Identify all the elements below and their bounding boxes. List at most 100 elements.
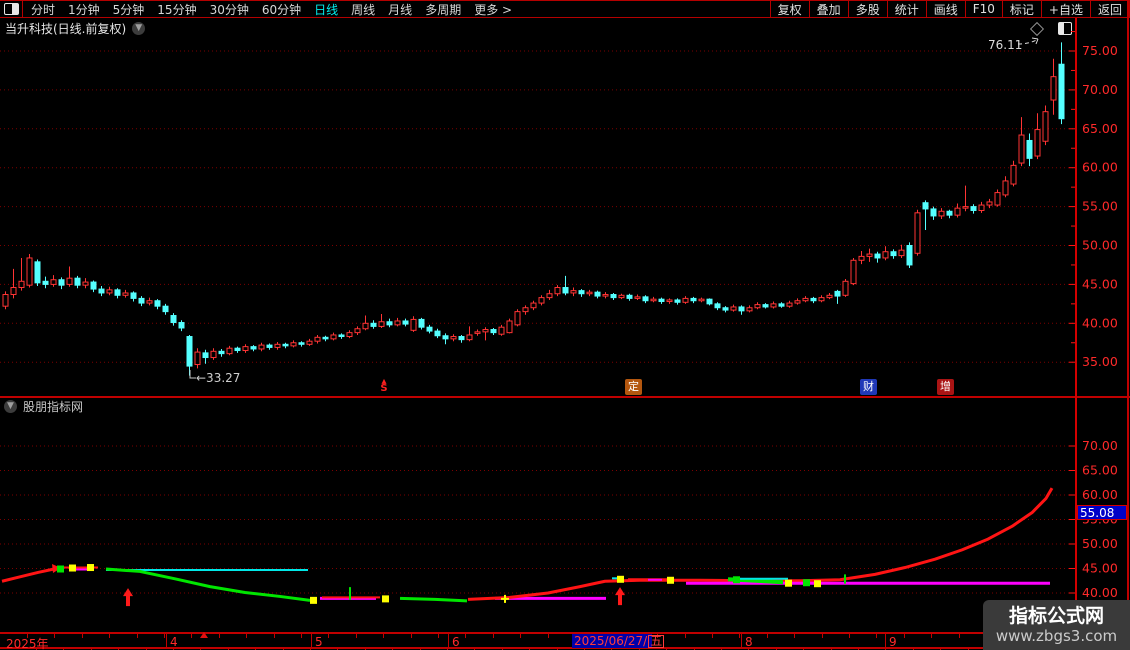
period-tab[interactable]: 更多 > bbox=[474, 2, 513, 17]
watermark-url: www.zbgs3.com bbox=[995, 627, 1118, 645]
signal-square bbox=[667, 576, 674, 584]
high-arrow-head bbox=[1031, 37, 1039, 45]
stock-title-bar: 当升科技(日线.前复权) ▼ bbox=[5, 20, 146, 36]
toolbar-button[interactable]: 标记 bbox=[1001, 1, 1041, 17]
split-window-icon[interactable] bbox=[1058, 22, 1072, 35]
date-axis[interactable]: 2025年 4 5 6 8 9 2025/06/27/五 bbox=[0, 632, 1130, 650]
toolbar-button[interactable]: F10 bbox=[964, 1, 1002, 17]
indicator-chevron-icon[interactable]: ▼ bbox=[4, 400, 17, 413]
y-axis-label: 35.00 bbox=[1082, 354, 1118, 369]
toolbar-buttons: 复权 叠加 多股 统计 画线 F10 标记 +自选 返回 bbox=[769, 1, 1130, 17]
window-right-border bbox=[1127, 0, 1129, 650]
toolbar-button[interactable]: 统计 bbox=[886, 1, 926, 17]
indicator-line-red bbox=[1, 567, 55, 583]
period-tab[interactable]: 5分钟 bbox=[112, 2, 145, 17]
date-tick bbox=[383, 634, 385, 638]
indicator-line-green bbox=[399, 596, 468, 603]
y-axis-label: 60.00 bbox=[1082, 487, 1118, 502]
period-tab[interactable]: 周线 bbox=[351, 2, 376, 17]
y-axis-label: 70.00 bbox=[1082, 438, 1118, 453]
signal-square bbox=[617, 575, 624, 583]
date-label: 6 bbox=[452, 635, 460, 649]
date-tick bbox=[465, 634, 467, 638]
signal-square bbox=[57, 565, 64, 573]
signal-square bbox=[785, 579, 792, 587]
indicator-line-red bbox=[467, 487, 1054, 601]
buy-arrow-head bbox=[615, 587, 625, 596]
signal-cross bbox=[501, 594, 509, 603]
date-tick bbox=[903, 634, 905, 638]
event-marker[interactable]: 定 bbox=[625, 379, 642, 395]
period-tab[interactable]: 15分钟 bbox=[157, 2, 197, 17]
date-tick bbox=[273, 634, 275, 638]
y-axis-label: 60.00 bbox=[1082, 160, 1118, 175]
month-separator bbox=[448, 634, 449, 647]
event-marker[interactable]: 增 bbox=[937, 379, 954, 395]
toolbar-button[interactable]: 返回 bbox=[1089, 1, 1130, 17]
date-tick bbox=[410, 634, 412, 638]
signal-square bbox=[803, 579, 810, 587]
date-tick bbox=[54, 634, 56, 638]
date-tick bbox=[794, 634, 796, 638]
low-pointer bbox=[189, 370, 196, 379]
line-arrow-head bbox=[52, 563, 61, 573]
date-label: 2025年 bbox=[6, 637, 49, 650]
signal-square bbox=[87, 564, 94, 572]
date-tick bbox=[81, 634, 83, 638]
date-tick bbox=[438, 634, 439, 638]
y-axis-label: 65.00 bbox=[1082, 463, 1118, 478]
y-axis-label: 50.00 bbox=[1082, 536, 1118, 551]
date-label: 5 bbox=[315, 635, 323, 649]
period-tabs: 分时 1分钟 5分钟 15分钟 30分钟 60分钟 日线 周线 月线 多周期 更多 > bbox=[31, 1, 512, 18]
date-tick bbox=[328, 634, 330, 638]
period-tab[interactable]: 60分钟 bbox=[261, 2, 302, 17]
toolbar-button[interactable]: 叠加 bbox=[808, 1, 848, 17]
buy-arrow-head bbox=[123, 588, 133, 597]
y-axis-label: 50.00 bbox=[1082, 238, 1118, 253]
y-axis-label: 45.00 bbox=[1082, 561, 1118, 576]
period-tab[interactable]: 多周期 bbox=[425, 2, 462, 17]
date-label: 8 bbox=[745, 635, 753, 649]
candlestick-chart[interactable]: 75.00 70.00 65.00 60.00 55.00 50.00 45.00 40.00… bbox=[0, 18, 1130, 396]
date-tick bbox=[301, 634, 302, 638]
toolbar-button[interactable]: 复权 bbox=[769, 1, 809, 17]
watermark: 指标公式网 www.zbgs3.com bbox=[983, 600, 1130, 650]
date-tick bbox=[520, 634, 522, 638]
date-tick bbox=[739, 634, 741, 638]
toolbar-button[interactable]: 多股 bbox=[847, 1, 887, 17]
indicator-header: ▼ 股朋指标网 bbox=[4, 399, 83, 414]
period-tab[interactable]: 日线 bbox=[314, 2, 339, 17]
date-tick bbox=[27, 634, 28, 638]
signal-marker-s: ▴ S bbox=[380, 376, 388, 394]
date-tick bbox=[164, 634, 165, 638]
event-marker[interactable]: 财 bbox=[860, 379, 877, 395]
y-axis-label: 55.00 bbox=[1082, 199, 1118, 214]
panel-layout-icon bbox=[3, 3, 19, 15]
date-label: 9 bbox=[889, 635, 897, 649]
month-separator bbox=[166, 634, 167, 647]
low-annotation: ←33.27 bbox=[196, 371, 240, 385]
indicator-line-green bbox=[105, 567, 311, 602]
period-tab[interactable]: 月线 bbox=[388, 2, 413, 17]
period-tab[interactable]: 1分钟 bbox=[68, 2, 100, 17]
signal-square bbox=[69, 564, 76, 572]
chevron-down-icon[interactable]: ▼ bbox=[132, 21, 146, 35]
panel-divider[interactable] bbox=[0, 396, 1130, 398]
watermark-title: 指标公式网 bbox=[1008, 605, 1104, 627]
period-tab[interactable]: 30分钟 bbox=[209, 2, 249, 17]
chart-corner-icons bbox=[1029, 21, 1072, 36]
toolbar-button[interactable]: 画线 bbox=[925, 1, 965, 17]
signal-square bbox=[382, 595, 389, 603]
date-tick bbox=[218, 634, 220, 638]
panel-layout-button[interactable] bbox=[0, 1, 23, 17]
toolbar-button[interactable]: +自选 bbox=[1040, 1, 1090, 17]
price-axis-line bbox=[1075, 18, 1077, 650]
date-tick bbox=[136, 634, 138, 638]
y-axis-label: 70.00 bbox=[1082, 82, 1118, 97]
date-tick bbox=[958, 634, 960, 638]
high-arrow bbox=[1017, 38, 1039, 45]
period-tab[interactable]: 分时 bbox=[31, 2, 56, 17]
date-tick bbox=[109, 634, 111, 638]
